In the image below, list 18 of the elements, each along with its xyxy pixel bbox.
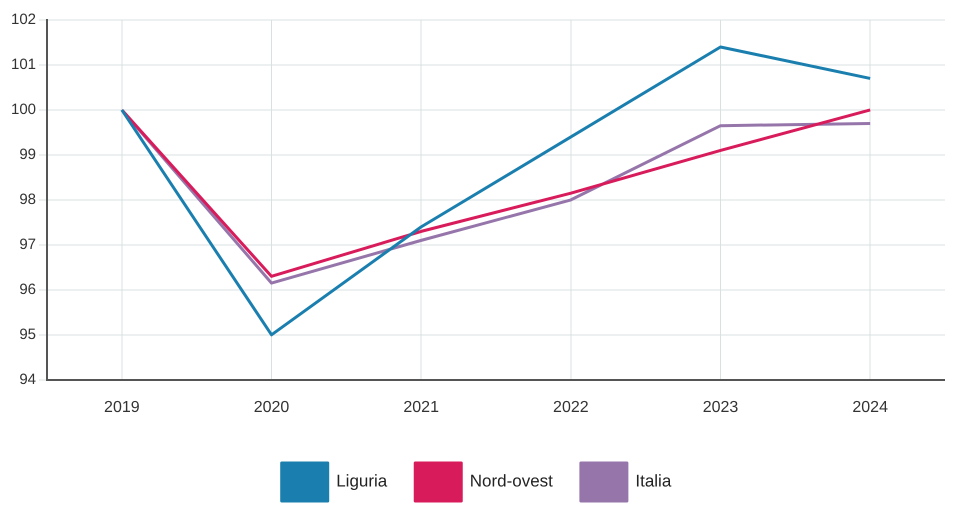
y-tick-label: 101 bbox=[10, 56, 36, 74]
y-tick-label: 99 bbox=[19, 146, 36, 164]
x-tick-label: 2023 bbox=[702, 398, 738, 416]
x-tick-label: 2022 bbox=[553, 398, 589, 416]
x-tick-label: 2020 bbox=[254, 398, 290, 416]
y-tick-label: 95 bbox=[19, 326, 36, 343]
legend-label: Italia bbox=[635, 472, 672, 491]
legend-label: Liguria bbox=[336, 472, 388, 491]
y-tick-label: 102 bbox=[10, 11, 36, 28]
legend-label: Nord-ovest bbox=[470, 472, 554, 491]
y-tick-label: 97 bbox=[19, 236, 36, 254]
x-tick-label: 2019 bbox=[104, 398, 140, 416]
y-tick-label: 96 bbox=[19, 280, 36, 298]
y-tick-label: 98 bbox=[19, 191, 36, 208]
y-tick-label: 100 bbox=[10, 101, 36, 118]
x-tick-label: 2021 bbox=[403, 398, 440, 416]
y-tick-label: 94 bbox=[19, 370, 36, 388]
x-tick-label: 2024 bbox=[852, 398, 888, 416]
